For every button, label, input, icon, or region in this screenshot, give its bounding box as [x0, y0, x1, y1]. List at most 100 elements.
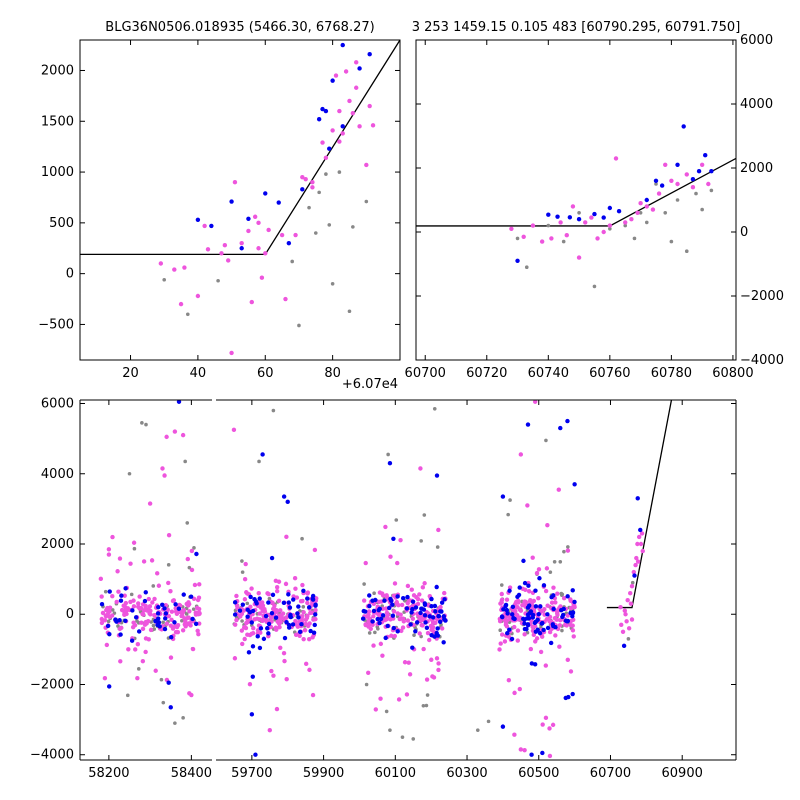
bottom-point-blue — [176, 606, 182, 611]
bottom-point-blue — [172, 620, 177, 625]
bottom-point-blue — [190, 616, 195, 622]
bottom-point-blue — [107, 684, 112, 689]
bottom-point-blue — [559, 608, 564, 613]
bottom-point-magenta — [405, 583, 411, 589]
bottom-point-magenta — [141, 559, 147, 564]
bottom-point-gray — [181, 716, 185, 720]
bottom-point-magenta — [300, 614, 305, 619]
bottom-point-magenta — [148, 627, 154, 633]
top-left-marks — [80, 40, 400, 356]
tr-point-blue — [709, 169, 714, 174]
bottom-point-blue — [99, 601, 105, 607]
bottom-point-blue — [176, 400, 182, 404]
bottom-point-gray — [376, 626, 380, 631]
bottom-point-magenta — [555, 612, 560, 617]
bottom-ytick-label: 0 — [66, 607, 74, 622]
bottom-point-magenta — [100, 610, 106, 616]
bottom-point-magenta — [572, 603, 577, 608]
bottom-point-gray — [103, 589, 108, 594]
bottom-point-magenta — [436, 661, 441, 666]
bottom-point-magenta — [623, 612, 628, 617]
bottom-point-gray — [185, 521, 190, 525]
bottom-point-blue — [261, 636, 267, 642]
bottom-point-magenta — [430, 674, 435, 679]
bottom-point-magenta — [421, 646, 426, 652]
bottom-point-magenta — [257, 611, 262, 616]
tl-point-magenta — [229, 350, 234, 356]
bottom-point-magenta — [283, 581, 289, 587]
bottom-point-blue — [522, 626, 528, 632]
bottom-point-blue — [526, 616, 532, 621]
tr-point-magenta — [595, 236, 600, 241]
bottom-frame — [79, 399, 737, 761]
bottom-point-magenta — [124, 608, 129, 613]
bottom-point-magenta — [622, 608, 628, 613]
bottom-point-magenta — [624, 619, 629, 624]
bottom-point-magenta — [179, 613, 185, 618]
bottom-point-blue — [377, 606, 382, 612]
bottom-point-blue — [432, 603, 438, 609]
bottom-point-blue — [156, 604, 161, 610]
bottom-point-magenta — [189, 567, 195, 573]
bottom-point-blue — [249, 620, 255, 625]
bottom-point-magenta — [301, 636, 306, 642]
bottom-point-blue — [390, 602, 395, 607]
bottom-point-gray — [498, 628, 503, 633]
tl-point-blue — [340, 124, 345, 129]
bottom-point-magenta — [378, 641, 384, 647]
bottom-point-magenta — [295, 624, 301, 629]
bottom-point-magenta — [536, 567, 542, 572]
bottom-point-magenta — [248, 604, 253, 610]
tl-point-magenta — [222, 243, 228, 248]
bottom-point-blue — [258, 626, 264, 631]
bottom-point-gray — [136, 667, 141, 671]
tr-point-magenta — [623, 220, 628, 225]
bottom-point-magenta — [116, 589, 121, 594]
bottom-point-magenta — [131, 540, 137, 545]
tr-point-magenta — [656, 191, 662, 196]
bottom-point-magenta — [297, 633, 302, 638]
bottom-point-blue — [500, 724, 506, 729]
bottom-xtick-label: 59700 — [231, 766, 272, 781]
bottom-point-magenta — [247, 682, 253, 687]
tl-ytick-label: −500 — [38, 317, 74, 332]
bottom-point-magenta — [305, 600, 310, 606]
bottom-point-magenta — [438, 604, 443, 610]
bottom-point-magenta — [434, 656, 440, 661]
bottom-point-blue — [160, 602, 165, 608]
tr-point-magenta — [589, 215, 594, 220]
bottom-point-magenta — [532, 400, 538, 404]
bottom-point-magenta — [140, 658, 146, 664]
bottom-point-blue — [153, 618, 158, 624]
bottom-point-magenta — [197, 582, 202, 587]
bottom-point-magenta — [147, 604, 153, 609]
tr-point-gray — [644, 220, 649, 225]
tr-point-blue — [601, 215, 606, 220]
bottom-point-blue — [107, 589, 112, 594]
bottom-point-magenta — [536, 595, 541, 601]
bottom-point-magenta — [361, 598, 367, 603]
bottom-point-magenta — [105, 611, 111, 617]
bottom-point-magenta — [528, 646, 534, 652]
bottom-point-magenta — [380, 653, 385, 658]
bottom-point-magenta — [183, 619, 188, 624]
tl-point-blue — [320, 106, 325, 112]
tl-point-magenta — [293, 232, 298, 238]
bottom-point-gray — [110, 608, 115, 612]
bottom-point-magenta — [547, 629, 553, 635]
bottom-point-magenta — [131, 598, 136, 603]
bottom-point-blue — [286, 625, 292, 630]
bottom-point-magenta — [267, 727, 272, 733]
bottom-point-blue — [257, 645, 263, 651]
bottom-point-blue — [541, 627, 546, 633]
bottom-point-magenta — [309, 602, 315, 607]
bottom-point-magenta — [531, 598, 537, 604]
tl-point-magenta — [279, 232, 285, 238]
bottom-point-blue — [118, 598, 124, 603]
bottom-point-magenta — [247, 632, 253, 638]
tl-point-magenta — [266, 227, 271, 233]
bottom-point-magenta — [119, 607, 125, 613]
bottom-point-blue — [432, 634, 437, 639]
bottom-point-magenta — [551, 585, 556, 590]
bottom-point-magenta — [504, 597, 510, 602]
